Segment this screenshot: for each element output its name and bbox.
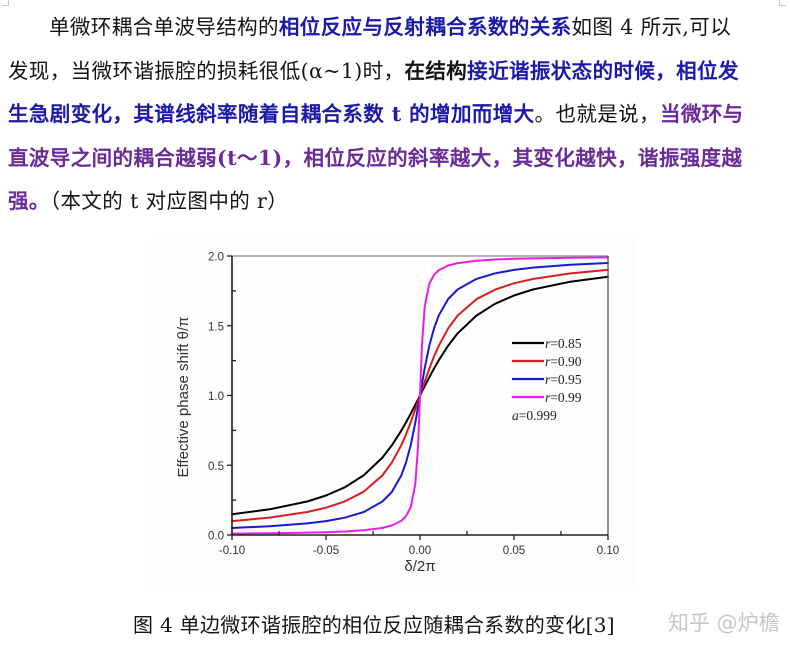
page-corner-mark-right [779, 0, 786, 6]
x-tick-label: -0.05 [313, 545, 339, 557]
legend-label: r=0.90 [545, 354, 582, 369]
y-tick-label: 0.5 [208, 461, 224, 473]
text-run: 在结构 [404, 58, 468, 83]
text-run: 如图 4 所示,可以 [571, 15, 732, 39]
loss-annotation: a=0.999 [512, 408, 557, 423]
chart-curves [231, 256, 609, 535]
x-tick-label: -0.10 [219, 545, 245, 557]
text-run: 强。 [8, 189, 50, 214]
series-line-r-0-99 [231, 256, 609, 535]
x-tick-label: 0.05 [503, 545, 525, 557]
body-paragraph: 单微环耦合单波导结构的相位反应与反射耦合系数的关系如图 4 所示,可以 发现，当… [8, 6, 786, 224]
y-tick-label: 1.5 [208, 321, 224, 333]
text-run: 发现，当微环谐振腔的损耗很低(α~1)时， [8, 58, 405, 83]
paragraph-line-4: 直波导之间的耦合越弱(t～1)，相位反应的斜率越大，其变化越快，谐振强度越 [8, 137, 786, 181]
x-tick-label: 0.00 [409, 545, 431, 557]
chart-axes: 0.0 0.5 1.0 1.5 2.0 -0.10 -0.05 0.00 0.05 0.10 [208, 252, 619, 558]
text-run: 。也就是说， [534, 102, 660, 127]
text-run: 生急剧变化，其谱线斜率随着自耦合系数 t 的增加而增大 [8, 102, 535, 127]
text-run: 当微环与 [659, 102, 744, 127]
x-axis-label: δ/2π [404, 558, 435, 575]
chart-legend: r=0.85 r=0.90 r=0.95 r=0.99 a=0.999 [512, 336, 582, 423]
text-run: 接近谐振状态的时候，相位发 [467, 58, 739, 83]
y-tick-label: 0.0 [208, 531, 224, 543]
paragraph-line-5: 强。（本文的 t 对应图中的 r） [8, 180, 786, 224]
watermark: 知乎 @炉檐 [668, 611, 780, 635]
line-chart: 0.0 0.5 1.0 1.5 2.0 -0.10 -0.05 0.00 0.05 0.10 r=… [175, 252, 619, 576]
figure-phase-response-chart: 0.0 0.5 1.0 1.5 2.0 -0.10 -0.05 0.00 0.05 0.10 r=… [150, 237, 637, 589]
page-corner-mark-left [2, 0, 9, 6]
legend-label: r=0.95 [545, 372, 582, 387]
y-axis-label: Effective phase shift θ/π [175, 317, 192, 478]
paragraph-line-1: 单微环耦合单波导结构的相位反应与反射耦合系数的关系如图 4 所示,可以 [8, 6, 786, 50]
figure-caption: 图 4 单边微环谐振腔的相位反应随耦合系数的变化[3] [133, 613, 615, 637]
text-run: 相位反应与反射耦合系数的关系 [278, 15, 572, 39]
legend-label: r=0.85 [545, 336, 582, 351]
legend-label: r=0.99 [545, 390, 582, 405]
paragraph-line-3: 生急剧变化，其谱线斜率随着自耦合系数 t 的增加而增大。也就是说，当微环与 [8, 93, 786, 137]
text-run: （本文的 t 对应图中的 r） [49, 189, 289, 214]
y-tick-label: 1.0 [208, 391, 224, 403]
text-run: 单微环耦合单波导结构的 [49, 15, 279, 39]
paragraph-line-2: 发现，当微环谐振腔的损耗很低(α~1)时，在结构接近谐振状态的时候，相位发 [8, 50, 786, 94]
text-run: 直波导之间的耦合越弱(t～1)，相位反应的斜率越大，其变化越快，谐振强度越 [8, 145, 743, 170]
x-tick-label: 0.10 [597, 545, 619, 557]
y-tick-label: 2.0 [208, 252, 224, 264]
